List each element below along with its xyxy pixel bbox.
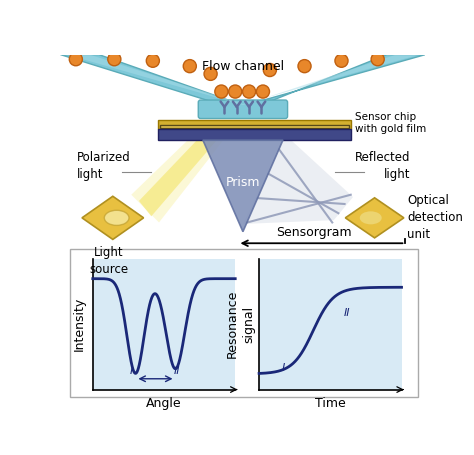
Circle shape [243, 85, 255, 98]
Circle shape [204, 67, 217, 81]
Text: Time: Time [315, 397, 346, 410]
FancyBboxPatch shape [70, 249, 418, 397]
Text: Intensity: Intensity [73, 297, 85, 351]
FancyBboxPatch shape [158, 129, 351, 140]
Circle shape [215, 85, 228, 98]
Ellipse shape [360, 211, 382, 224]
Text: I: I [129, 366, 133, 376]
Polygon shape [82, 196, 144, 239]
Text: Angle: Angle [146, 397, 182, 410]
Text: Prism: Prism [226, 176, 260, 188]
Text: Sensorgram: Sensorgram [276, 227, 352, 239]
Polygon shape [66, 55, 245, 105]
Polygon shape [131, 129, 226, 222]
Polygon shape [241, 55, 419, 105]
Circle shape [335, 54, 348, 67]
Text: Optical
detection
unit: Optical detection unit [407, 194, 463, 241]
Text: Sensor chip
with gold film: Sensor chip with gold film [355, 112, 426, 134]
Circle shape [146, 54, 159, 67]
Polygon shape [346, 198, 404, 238]
Text: I: I [282, 363, 285, 373]
Text: II: II [173, 366, 180, 376]
Polygon shape [243, 136, 353, 224]
Circle shape [264, 63, 276, 76]
Circle shape [228, 85, 242, 98]
Text: II: II [344, 308, 351, 318]
Text: Resonance
signal: Resonance signal [226, 290, 255, 358]
FancyBboxPatch shape [259, 258, 401, 389]
Circle shape [298, 60, 311, 73]
FancyBboxPatch shape [93, 258, 235, 389]
Circle shape [183, 60, 196, 73]
Polygon shape [234, 55, 425, 108]
FancyBboxPatch shape [160, 125, 349, 128]
Circle shape [108, 53, 121, 66]
Ellipse shape [104, 210, 129, 225]
FancyBboxPatch shape [198, 100, 288, 118]
Polygon shape [139, 134, 219, 216]
Text: Light
source: Light source [90, 246, 128, 276]
Circle shape [371, 53, 384, 66]
FancyBboxPatch shape [158, 120, 351, 129]
Text: Flow channel: Flow channel [202, 60, 284, 73]
Polygon shape [203, 140, 283, 232]
Circle shape [69, 53, 82, 66]
Polygon shape [61, 55, 252, 108]
Text: Reflected
light: Reflected light [355, 151, 410, 181]
Text: Polarized
light: Polarized light [77, 151, 131, 181]
Circle shape [256, 85, 270, 98]
